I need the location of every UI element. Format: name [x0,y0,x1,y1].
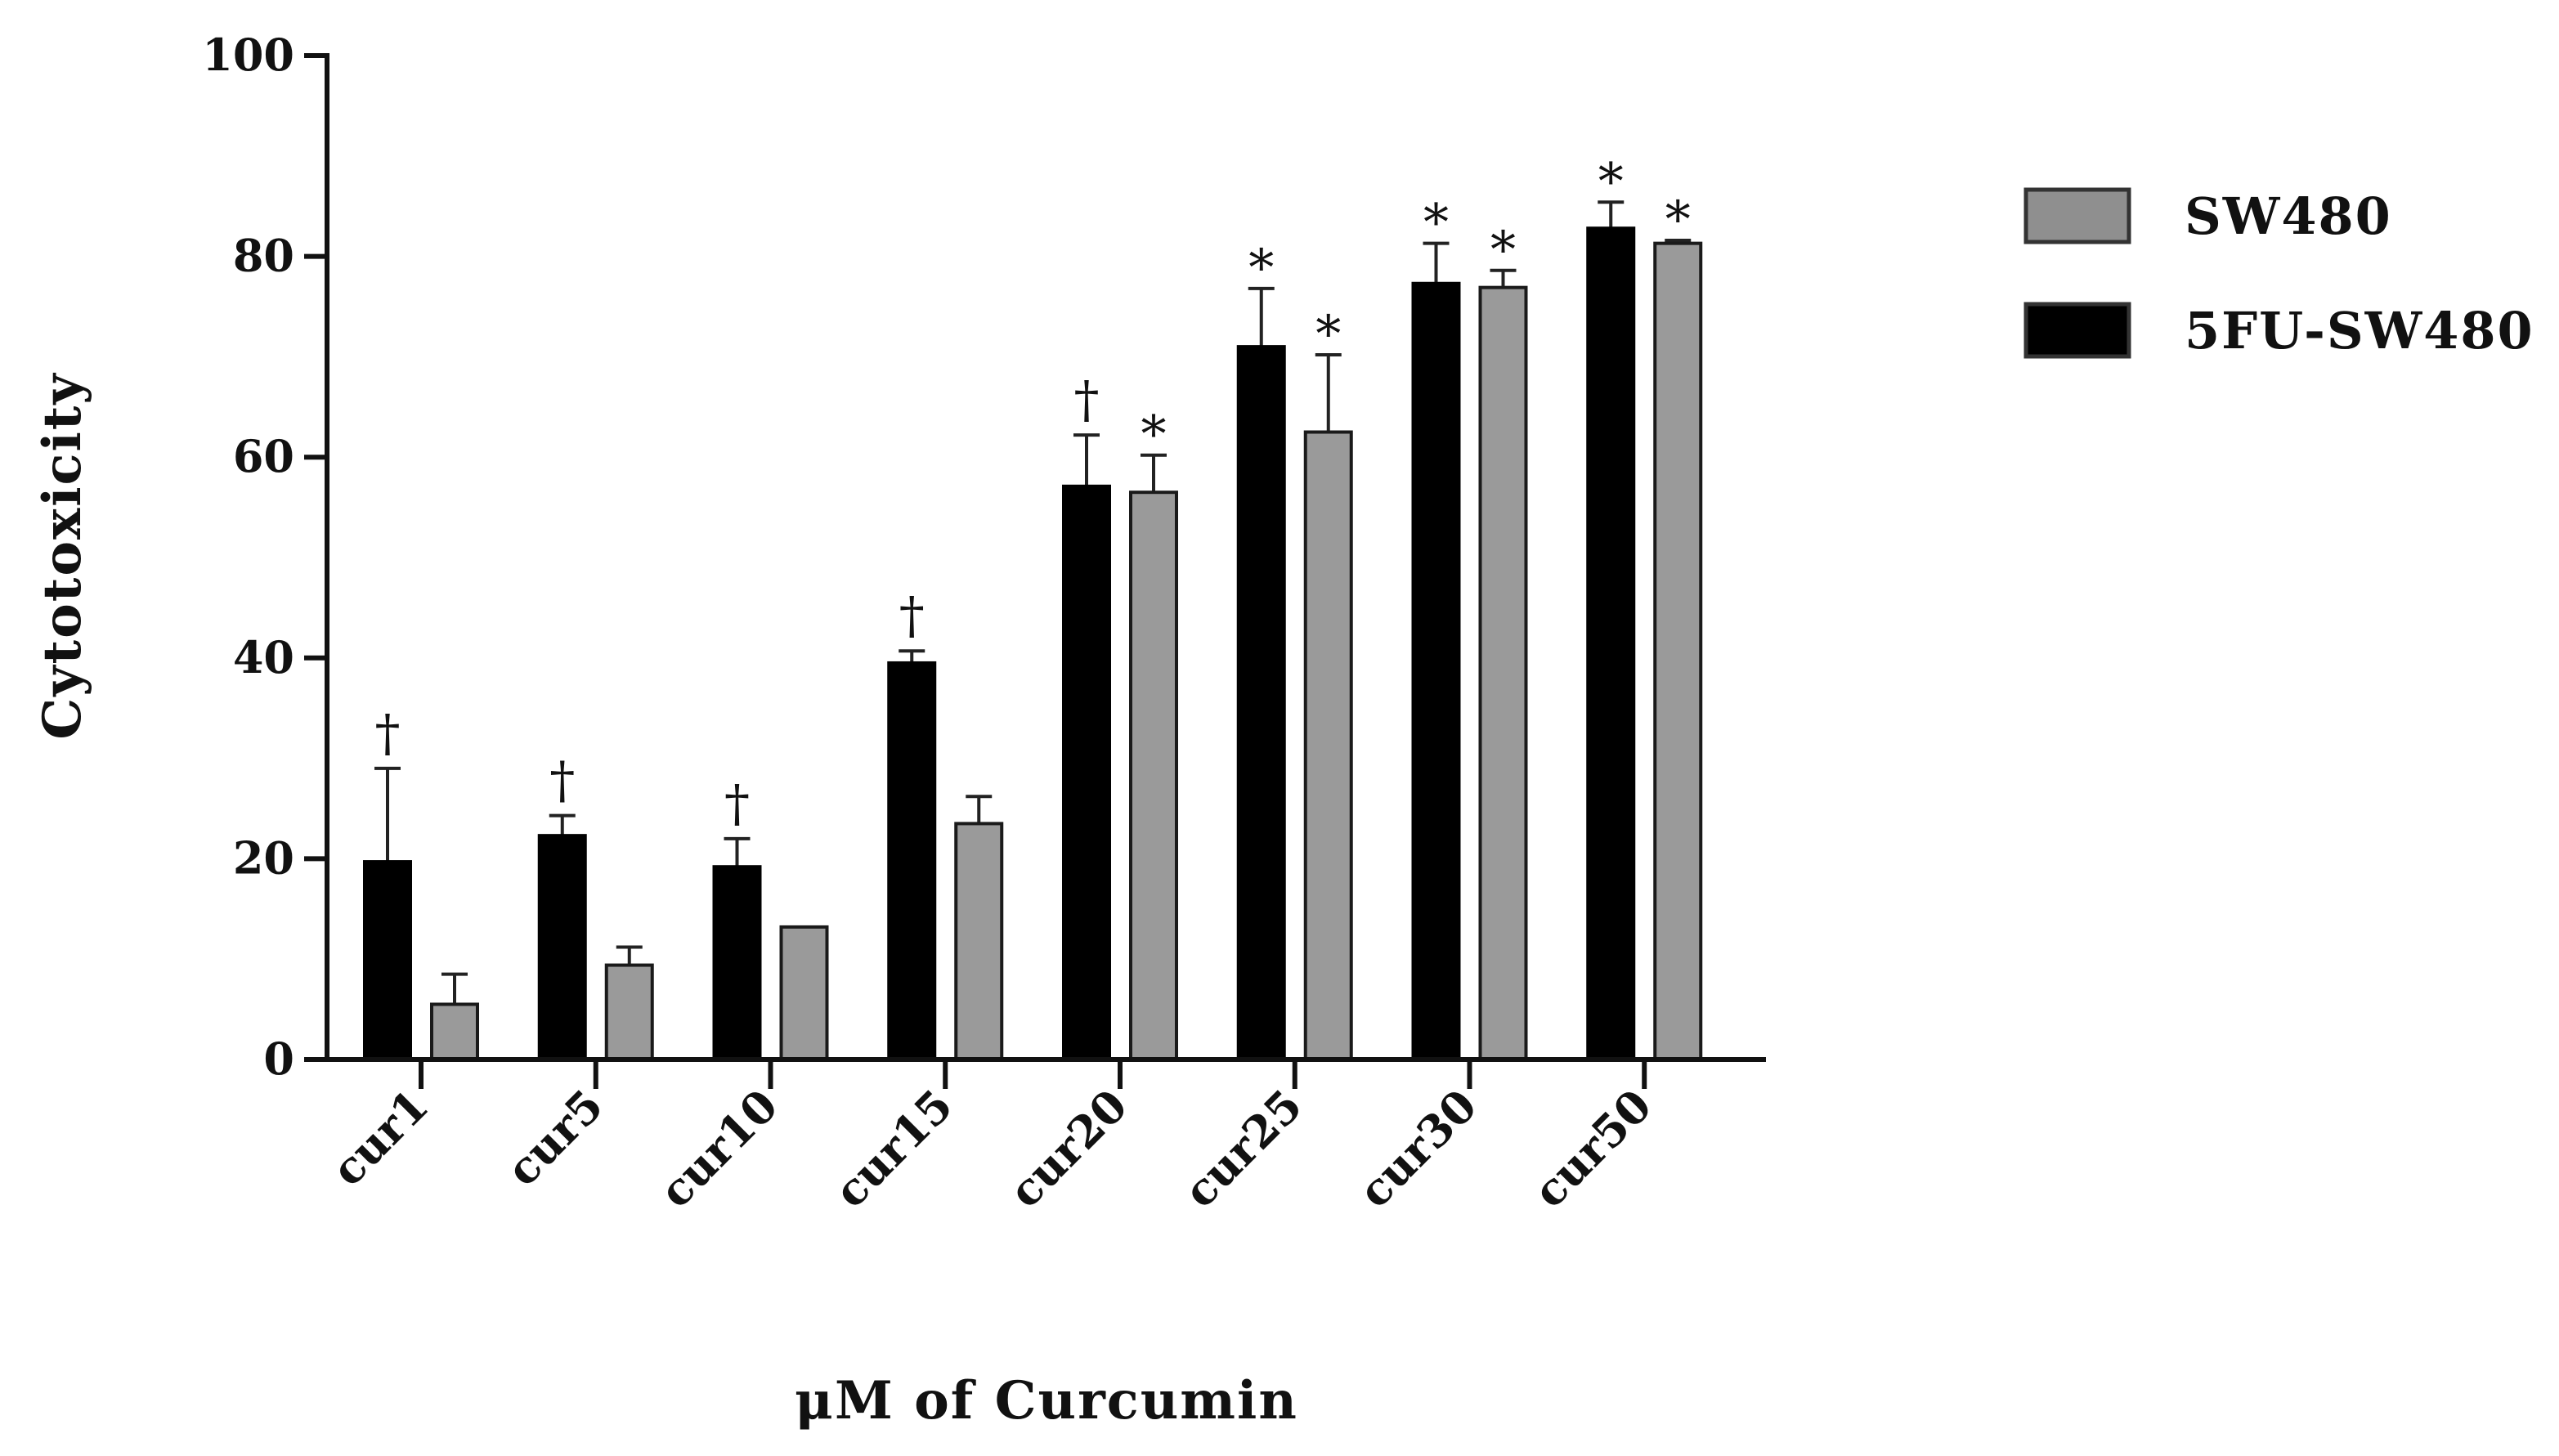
bar-5fu-sw480-cur10 [712,865,762,1061]
legend: SW480 5FU-SW480 [2023,186,2534,361]
legend-swatch-sw480 [2023,187,2131,244]
bar-sw480-cur15 [954,822,1004,1061]
y-tick-label: 0 [263,1033,294,1085]
significance-marker: * [1598,151,1624,211]
significance-marker: * [1141,405,1167,464]
x-tick-label: cur50 [1523,1079,1662,1218]
x-tick-label: cur25 [1173,1079,1312,1218]
x-axis-ticks: cur1 cur5 cur10 cur15 cur20 cur25 cur30 cur50 [321,1060,1661,1217]
bar-sw480-cur50 [1653,241,1703,1061]
x-axis-title: μM of Curcumin [795,1370,1298,1431]
x-tick-label: cur1 [321,1079,438,1196]
bar-sw480-cur25 [1303,430,1353,1061]
bar-5fu-sw480-cur1 [363,860,412,1061]
significance-marker: † [549,750,575,810]
significance-marker: * [1490,220,1516,280]
y-tick-label: 20 [233,831,294,884]
x-tick-label: cur30 [1348,1079,1487,1218]
bar-marks: † † † † † * * * * * * * [363,151,1703,1062]
significance-marker: * [1315,304,1341,364]
x-tick-label: cur5 [496,1079,613,1196]
significance-marker: * [1423,193,1449,253]
legend-swatch-5fu-sw480 [2023,302,2131,359]
bar-sw480-cur1 [430,1002,479,1061]
significance-marker: † [1074,370,1100,429]
bar-sw480-cur20 [1129,491,1178,1061]
y-tick-label: 60 [233,430,294,482]
bar-sw480-cur10 [779,925,829,1062]
bar-5fu-sw480-cur5 [537,834,587,1061]
legend-label-5fu-sw480: 5FU-SW480 [2185,301,2534,361]
legend-label-sw480: SW480 [2185,186,2392,246]
x-tick-label: cur10 [649,1079,788,1218]
y-tick-label: 100 [202,29,294,81]
bar-5fu-sw480-cur20 [1062,484,1111,1061]
y-tick-label: 80 [233,230,294,282]
bar-5fu-sw480-cur50 [1586,226,1636,1061]
bar-5fu-sw480-cur15 [887,661,937,1061]
bar-5fu-sw480-cur30 [1411,281,1461,1062]
bar-5fu-sw480-cur25 [1236,345,1286,1061]
significance-marker: * [1665,190,1691,249]
bar-sw480-cur5 [604,963,654,1061]
significance-marker: † [724,773,750,833]
y-axis-ticks: 0 20 40 60 80 100 [202,29,327,1085]
bar-sw480-cur30 [1478,285,1528,1061]
x-tick-label: cur15 [824,1079,963,1218]
significance-marker: † [899,585,925,645]
y-axis-title: Cytotoxicity [32,372,93,739]
y-tick-label: 40 [233,631,294,683]
x-tick-label: cur20 [999,1079,1138,1218]
significance-marker: * [1248,238,1274,298]
significance-marker: † [375,703,401,763]
